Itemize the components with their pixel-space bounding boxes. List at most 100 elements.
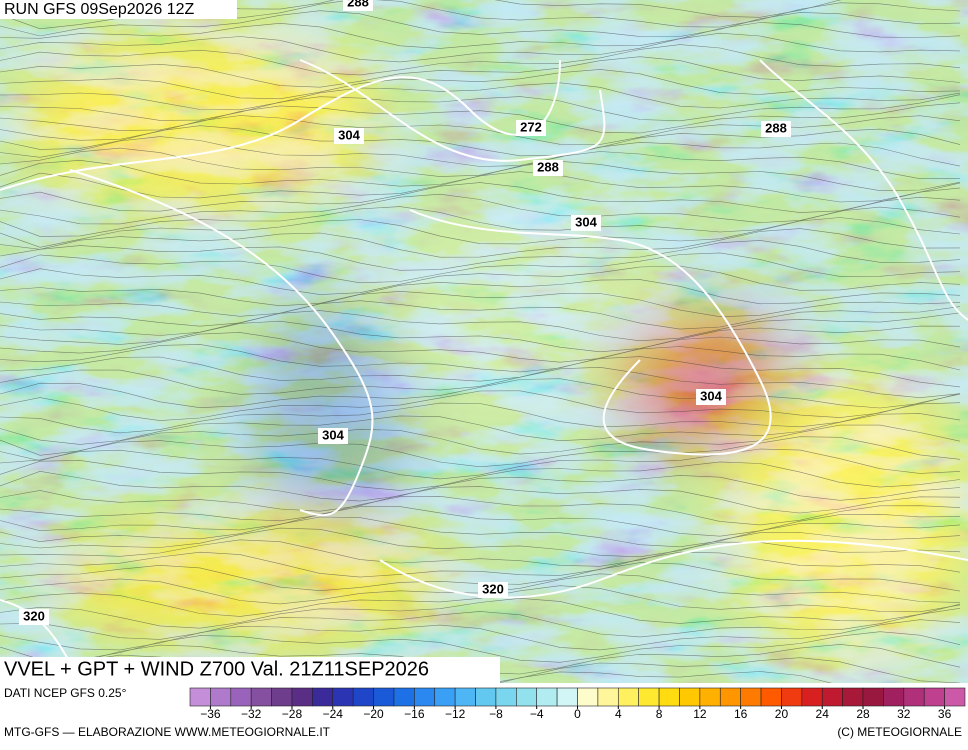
map-title-box: [0, 657, 500, 683]
streamline: [0, 136, 961, 167]
streamline: [0, 290, 961, 318]
streamline: [0, 69, 961, 100]
colorbar-tick-label: 8: [656, 707, 663, 721]
colorbar-box: [638, 687, 660, 707]
colorbar-tick-label: 24: [816, 707, 830, 721]
streamline: [0, 436, 961, 468]
contour-label: 272: [520, 119, 542, 134]
streamline: [0, 115, 961, 145]
credit-right: (C) METEOGIORNALE: [837, 725, 962, 739]
contour-label: 288: [537, 159, 559, 174]
colorbar-box: [352, 687, 374, 707]
colorbar-box: [699, 687, 721, 707]
colorbar-box: [597, 687, 619, 707]
contour-label: 320: [482, 581, 504, 596]
colorbar-box: [516, 687, 538, 707]
colorbar-box: [679, 687, 701, 707]
colorbar-box: [760, 687, 782, 707]
streamline: [0, 102, 961, 134]
run-label: RUN GFS 09Sep2026 12Z: [4, 1, 195, 18]
contour-label-bg: [571, 215, 601, 231]
colorbar-tick-label: −12: [445, 707, 466, 721]
contour-label-bg: [533, 160, 563, 176]
streamline: [0, 240, 961, 271]
colorbar-tick-label: −28: [282, 707, 303, 721]
contour-label: 320: [23, 608, 45, 623]
contour-label-bg: [696, 389, 726, 405]
streamline: [0, 22, 961, 49]
credit-left: MTG-GFS — ELABORAZIONE WWW.METEOGIORNALE…: [4, 725, 331, 739]
streamline: [0, 631, 961, 663]
streamline: [0, 585, 961, 617]
colorbar-box: [903, 687, 925, 707]
colorbar-tick-label: 20: [775, 707, 789, 721]
colorbar-box: [781, 687, 803, 707]
streamline: [0, 300, 961, 330]
streamline: [0, 619, 961, 651]
contour-label-bg: [516, 120, 546, 136]
colorbar-box: [250, 687, 272, 707]
colorbar-box: [393, 687, 415, 707]
contour-label-bg: [761, 121, 791, 137]
colorbar-box: [862, 687, 884, 707]
streamline: [0, 147, 960, 179]
streamline: [0, 32, 961, 63]
colorbar-box: [617, 687, 639, 707]
streamline: [0, 228, 961, 258]
contour-label-bg: [334, 128, 364, 144]
colorbar-box: [495, 687, 517, 707]
colorbar-box: [230, 687, 252, 707]
colorbar-box: [332, 687, 354, 707]
streamline: [0, 182, 961, 213]
contour-label-bg: [478, 582, 508, 598]
contour-label: 304: [338, 127, 360, 142]
run-label-box: [0, 0, 237, 19]
streamline: [0, 486, 961, 514]
streamline: [0, 252, 961, 284]
colorbar-box: [373, 687, 395, 707]
contour-label: 304: [575, 214, 597, 229]
streamline: [0, 527, 961, 558]
streamline: [0, 344, 961, 373]
contour-label: 288: [765, 120, 787, 135]
contour-label-bg: [19, 609, 49, 625]
streamline: [0, 413, 961, 445]
colorbar-box: [821, 687, 843, 707]
streamline: [0, 390, 961, 421]
colorbar-box: [210, 687, 232, 707]
isohypses: [0, 59, 968, 683]
map-title: VVEL + GPT + WIND Z700 Val. 21Z11SEP2026: [4, 658, 429, 680]
streamline: [0, 56, 961, 88]
colorbar-box: [414, 687, 436, 707]
streamline: [0, 193, 961, 225]
streamline: [0, 366, 961, 399]
colorbar-box: [719, 687, 741, 707]
contour-labels: 288 272 288 304 288 304 304 304 320 320: [19, 0, 791, 625]
contour-label-bg: [343, 0, 373, 11]
colorbar-box: [842, 687, 864, 707]
colorbar-tick-label: 4: [615, 707, 622, 721]
streamline: [0, 217, 961, 248]
streamline: [0, 597, 961, 629]
streamline: [0, 608, 961, 640]
streamline: [0, 495, 961, 526]
colorbar-box: [291, 687, 313, 707]
streamline: [0, 265, 961, 295]
streamline: [0, 82, 961, 111]
contour-label: 304: [700, 388, 722, 403]
streamline: [0, 539, 961, 567]
colorbar-tick-label: −20: [363, 707, 384, 721]
colorbar-box: [312, 687, 334, 707]
colorbar-box: [740, 687, 762, 707]
colorbar-tick-label: −24: [323, 707, 344, 721]
colorbar-tick-label: −36: [200, 707, 221, 721]
colorbar-box: [271, 687, 293, 707]
colorbar-box: [923, 687, 945, 707]
colorbar-tick-label: 12: [693, 707, 707, 721]
colorbar-box: [475, 687, 497, 707]
colorbar-box: [658, 687, 680, 707]
streamline: [0, 551, 961, 578]
streamline: [0, 310, 961, 342]
streamline: [0, 378, 961, 409]
